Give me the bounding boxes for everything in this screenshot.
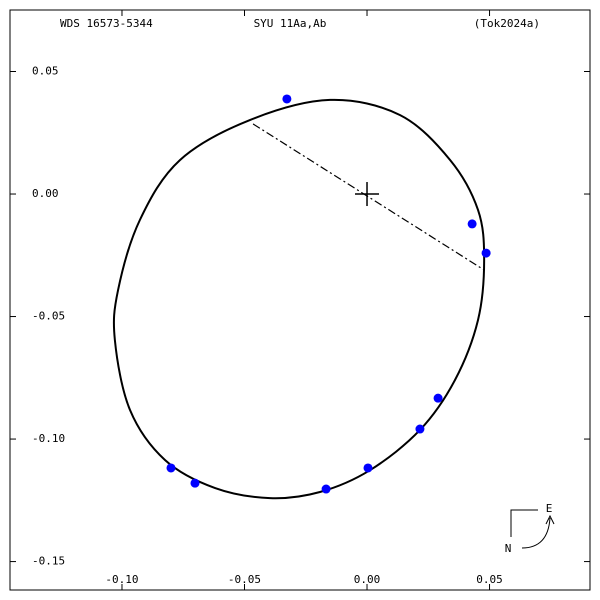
- x-tick-label: -0.05: [228, 573, 261, 586]
- compass-north: N: [505, 542, 512, 555]
- measurement: [321, 484, 331, 494]
- compass: E N: [505, 502, 555, 555]
- compass-arrow: [521, 517, 551, 549]
- orbit: [112, 98, 486, 500]
- measurement: [433, 393, 443, 403]
- x-tick-label: 0.00: [354, 573, 381, 586]
- measurement: [467, 219, 477, 229]
- reference: (Tok2024a): [474, 17, 540, 30]
- compass-axes: [510, 509, 538, 537]
- chart-subtitle: WDS 16573-5344: [60, 17, 153, 30]
- chart-title: SYU 11Aa,Ab: [254, 17, 327, 30]
- compass-east: E: [546, 502, 553, 515]
- y-tick-label: 0.05: [32, 65, 59, 78]
- x-tick-label: 0.05: [476, 573, 503, 586]
- measurement: [415, 424, 425, 434]
- y-tick-label: -0.05: [32, 310, 65, 323]
- measurement: [190, 478, 200, 488]
- plot-frame: [9, 9, 591, 591]
- y-tick-label: -0.10: [32, 432, 65, 445]
- measurement: [166, 463, 176, 473]
- measurement: [363, 463, 373, 473]
- compass-arrowhead: [545, 514, 555, 525]
- measurement: [481, 248, 491, 258]
- measurement: [282, 94, 292, 104]
- y-tick-label: -0.15: [32, 555, 65, 568]
- y-tick-label: 0.00: [32, 187, 59, 200]
- line-of-nodes: [252, 123, 485, 271]
- x-tick-label: -0.10: [105, 573, 138, 586]
